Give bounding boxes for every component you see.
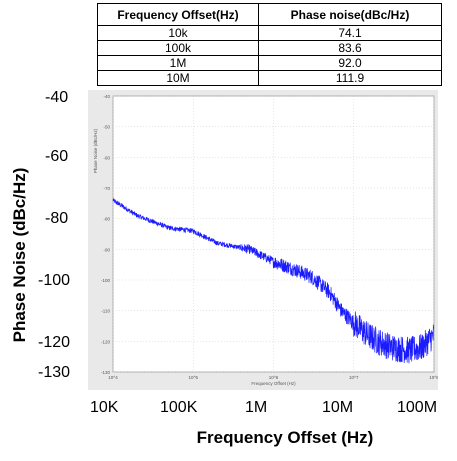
inner-x-tick-label: 10^8	[429, 375, 438, 380]
table-row: 100k 83.6	[97, 40, 442, 56]
x-tick-label: 10K	[90, 399, 119, 416]
inner-y-tick-label: -50	[103, 125, 110, 130]
inner-x-tick-label: 10^5	[188, 375, 198, 380]
inner-y-tick-label: -100	[101, 278, 111, 283]
y-tick-label: -100	[38, 272, 71, 289]
inner-x-tick-label: 10^7	[349, 375, 359, 380]
inner-y-tick-label: -80	[103, 217, 110, 222]
phase-noise-cell: 92.0	[258, 55, 442, 71]
inner-x-tick-label: 10^6	[269, 375, 279, 380]
frequency-cell: 10k	[97, 25, 259, 41]
phase-noise-cell: 111.9	[258, 70, 442, 86]
phase-noise-series-line	[112, 198, 435, 364]
y-tick-label: -60	[45, 148, 69, 165]
phase-noise-table: Frequency Offset(Hz) Phase noise(dBc/Hz)…	[97, 3, 442, 86]
inner-y-tick-label: -110	[101, 309, 110, 314]
inner-y-axis-title: Phase Noise (dBc/Hz)	[93, 128, 98, 173]
y-tick-label: -130	[38, 364, 71, 381]
frequency-cell: 1M	[97, 55, 259, 71]
inner-y-tick-label: -60	[103, 155, 110, 160]
column-header-phase-noise: Phase noise(dBc/Hz)	[258, 3, 442, 26]
frequency-cell: 100k	[97, 40, 259, 56]
x-tick-label: 100M	[397, 399, 438, 416]
inner-x-axis-title: Frequency Offset (Hz)	[251, 381, 296, 386]
y-tick-label: -40	[45, 89, 69, 106]
inner-y-tick-label: -40	[103, 94, 110, 99]
x-axis-title: Frequency Offset (Hz)	[196, 428, 374, 447]
inner-y-tick-label: -120	[101, 339, 111, 344]
x-tick-label: 100K	[160, 399, 198, 416]
inner-y-tick-label: -130	[101, 370, 111, 375]
table-row: 10k 74.1	[97, 25, 442, 41]
table-row: 1M 92.0	[97, 55, 442, 71]
phase-noise-cell: 74.1	[258, 25, 442, 41]
column-header-frequency: Frequency Offset(Hz)	[97, 3, 259, 26]
x-tick-label: 10M	[322, 399, 354, 416]
inner-y-tick-label: -90	[103, 247, 110, 252]
x-tick-label: 1M	[245, 399, 268, 416]
inner-x-tick-label: 10^4	[108, 375, 118, 380]
inner-plot-frame: -40 -50 -60 -70 -80 -90 -100 -110 -120 -130 10^4 10…	[88, 90, 438, 390]
y-tick-label: -120	[38, 334, 71, 351]
y-tick-label: -80	[45, 210, 69, 227]
inner-y-tick-label: -70	[103, 186, 110, 191]
frequency-cell: 10M	[97, 70, 259, 86]
table-row: 10M 111.9	[97, 70, 442, 86]
phase-noise-cell: 83.6	[258, 40, 442, 56]
